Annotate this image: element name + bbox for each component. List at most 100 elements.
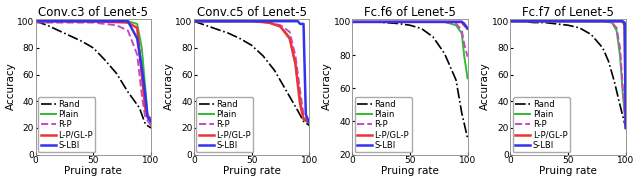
R-P <box>138 94 146 96</box>
Rand <box>113 72 120 74</box>
R-P <box>296 90 304 92</box>
S-LBI <box>458 21 466 23</box>
Line: L-P/GL-P: L-P/GL-P <box>510 21 626 128</box>
R-P <box>452 22 460 25</box>
L-P/GL-P <box>406 21 413 23</box>
L-P/GL-P <box>265 21 273 24</box>
Rand <box>236 37 244 40</box>
S-LBI <box>294 20 301 22</box>
L-P/GL-P <box>296 103 304 105</box>
Rand <box>452 79 460 81</box>
Plain <box>32 20 40 22</box>
Title: Conv.c5 of Lenet-5: Conv.c5 of Lenet-5 <box>196 6 307 19</box>
Rand <box>141 123 149 125</box>
Rand <box>259 55 267 57</box>
S-LBI <box>302 114 310 116</box>
L-P/GL-P <box>621 24 628 26</box>
Rand <box>564 24 572 26</box>
Rand <box>147 127 155 129</box>
S-LBI <box>32 20 40 22</box>
Rand <box>518 20 525 22</box>
Rand <box>576 27 584 29</box>
R-P <box>147 124 155 126</box>
R-P <box>248 20 255 22</box>
L-P/GL-P <box>440 21 448 23</box>
Line: S-LBI: S-LBI <box>194 21 309 123</box>
Rand <box>124 91 132 93</box>
S-LBI <box>141 94 149 96</box>
Rand <box>190 20 198 22</box>
S-LBI <box>276 20 284 22</box>
Rand <box>300 120 307 122</box>
L-P/GL-P <box>611 20 618 22</box>
R-P <box>599 20 607 22</box>
Line: Plain: Plain <box>510 21 626 128</box>
L-P/GL-P <box>133 27 141 29</box>
S-LBI <box>506 20 514 22</box>
L-P/GL-P <box>506 20 514 22</box>
R-P <box>32 21 40 24</box>
Line: Rand: Rand <box>36 21 151 128</box>
R-P <box>141 116 149 118</box>
R-P <box>440 21 448 23</box>
S-LBI <box>618 20 626 22</box>
Plain <box>144 114 152 116</box>
L-P/GL-P <box>300 118 307 120</box>
L-P/GL-P <box>276 25 284 28</box>
Plain <box>265 21 273 24</box>
S-LBI <box>616 20 624 22</box>
Plain <box>464 77 472 79</box>
Plain <box>296 98 304 100</box>
Line: Rand: Rand <box>352 22 468 138</box>
Rand <box>101 59 109 61</box>
Plain <box>138 47 146 49</box>
L-P/GL-P <box>147 118 155 120</box>
L-P/GL-P <box>348 21 356 23</box>
Rand <box>530 21 538 24</box>
L-P/GL-P <box>138 74 146 76</box>
X-axis label: Pruing rate: Pruing rate <box>539 167 597 176</box>
R-P <box>133 54 141 56</box>
R-P <box>564 20 572 22</box>
Plain <box>300 119 307 121</box>
R-P <box>406 21 413 23</box>
Rand <box>55 29 63 32</box>
Line: Rand: Rand <box>194 21 309 125</box>
Rand <box>202 24 209 26</box>
S-LBI <box>440 21 448 23</box>
Legend: Rand, Plain, R-P, L-P/GL-P, S-LBI: Rand, Plain, R-P, L-P/GL-P, S-LBI <box>38 97 95 152</box>
L-P/GL-P <box>452 21 460 23</box>
Plain <box>618 87 626 89</box>
S-LBI <box>464 27 472 30</box>
Plain <box>90 20 97 22</box>
Y-axis label: Accuracy: Accuracy <box>164 63 174 110</box>
Line: Plain: Plain <box>36 21 151 125</box>
L-P/GL-P <box>144 115 152 117</box>
L-P/GL-P <box>286 37 294 40</box>
Plain <box>133 23 141 25</box>
R-P <box>618 80 626 82</box>
L-P/GL-P <box>90 20 97 22</box>
Rand <box>271 70 278 72</box>
S-LBI <box>456 21 463 23</box>
Rand <box>622 127 630 129</box>
Plain <box>406 21 413 23</box>
Plain <box>506 20 514 22</box>
R-P <box>429 21 436 23</box>
Plain <box>276 25 284 28</box>
Line: S-LBI: S-LBI <box>510 21 626 128</box>
L-P/GL-P <box>190 20 198 22</box>
Rand <box>599 47 607 49</box>
R-P <box>90 21 97 24</box>
R-P <box>608 21 616 24</box>
L-P/GL-P <box>618 20 626 22</box>
Rand <box>248 44 255 46</box>
Rand <box>32 20 40 22</box>
R-P <box>305 122 313 124</box>
Line: L-P/GL-P: L-P/GL-P <box>36 21 151 119</box>
Line: Plain: Plain <box>352 22 468 78</box>
S-LBI <box>248 20 255 22</box>
R-P <box>460 42 468 45</box>
Plain <box>564 20 572 22</box>
R-P <box>124 29 132 32</box>
